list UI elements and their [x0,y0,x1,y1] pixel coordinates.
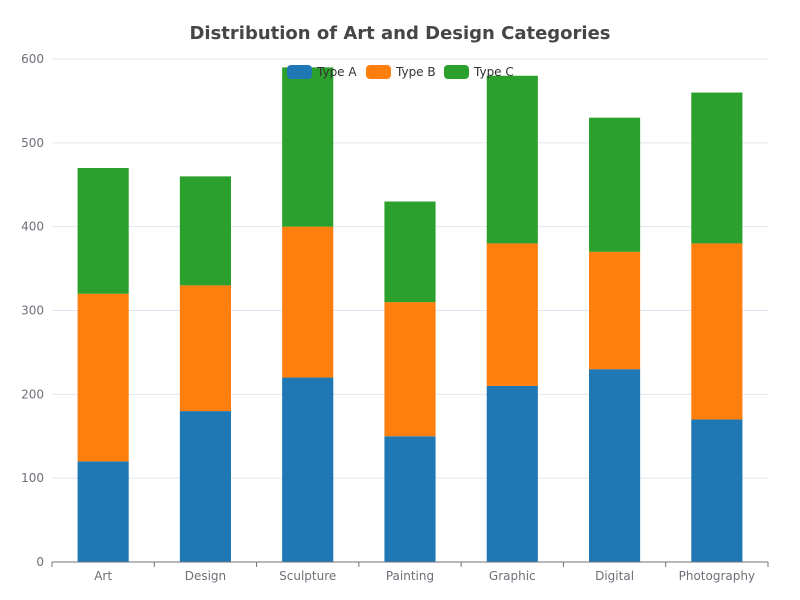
y-tick-label: 200 [21,387,44,401]
bar-segment [589,251,641,370]
chart-title: Distribution of Art and Design Categorie… [189,23,610,44]
legend-item[interactable]: Type C [444,65,514,79]
x-tick-label: Photography [679,569,755,583]
bar-segment [77,461,129,562]
legend-label: Type B [395,65,436,79]
legend: Type A Type B Type C [287,65,514,79]
bar-segment [282,67,334,227]
y-tick-label: 500 [21,136,44,150]
bar-segment [486,243,538,386]
bar-segment [77,167,129,294]
bar-segment [589,369,641,562]
bar-segment [589,117,641,252]
bar-segment [691,243,743,420]
bar-segment [384,302,436,437]
bar-segment [282,226,334,378]
legend-swatch [444,65,469,79]
y-tick-label: 400 [21,220,44,234]
legend-item[interactable]: Type B [366,65,436,79]
x-tick-label: Sculpture [279,569,336,583]
x-tick-label: Graphic [489,569,536,583]
bar-segment [282,377,334,562]
legend-label: Type A [316,65,357,79]
y-tick-label: 0 [36,555,44,569]
bar-segment [486,385,538,562]
bar-segment [179,176,231,286]
bar-segment [384,436,436,562]
bar-segment [77,293,129,462]
bar-segment [179,285,231,412]
legend-item[interactable]: Type A [287,65,357,79]
legend-swatch [287,65,312,79]
bar-segment [486,75,538,244]
x-tick-label: Art [94,569,112,583]
y-tick-label: 600 [21,52,44,66]
bars [77,67,743,562]
x-tick-label: Painting [386,569,434,583]
legend-label: Type C [473,65,514,79]
bar-segment [691,419,743,562]
y-tick-label: 300 [21,304,44,318]
bar-segment [691,92,743,244]
bar-segment [384,201,436,303]
axes: 0 100 200 300 400 500 600 Art Design Sculpture Pai… [21,52,769,583]
x-tick-label: Digital [595,569,634,583]
bar-segment [179,411,231,562]
legend-swatch [366,65,391,79]
y-tick-label: 100 [21,471,44,485]
x-tick-label: Design [185,569,226,583]
